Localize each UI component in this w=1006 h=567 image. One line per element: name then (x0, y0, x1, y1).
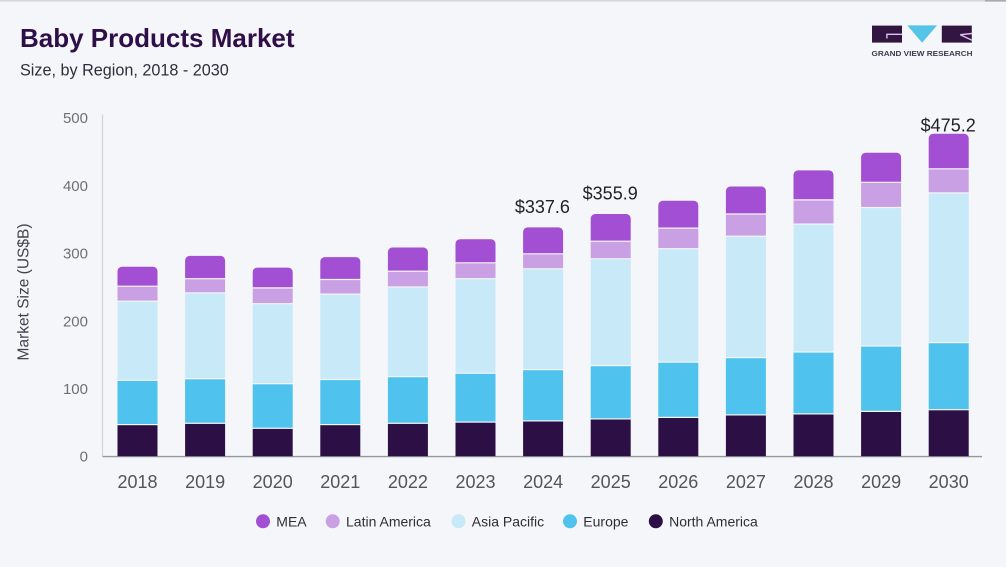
svg-text:0: 0 (80, 449, 88, 466)
svg-text:2020: 2020 (253, 472, 293, 492)
svg-text:2022: 2022 (388, 472, 428, 492)
svg-text:2018: 2018 (117, 472, 157, 492)
svg-text:2021: 2021 (320, 472, 360, 492)
svg-text:2025: 2025 (591, 472, 631, 492)
svg-text:500: 500 (63, 110, 88, 127)
svg-text:Latin America: Latin America (346, 514, 431, 530)
svg-text:GRAND VIEW RESEARCH: GRAND VIEW RESEARCH (872, 49, 973, 58)
svg-text:2029: 2029 (861, 472, 901, 492)
svg-text:$355.9: $355.9 (583, 183, 638, 203)
svg-text:$475.2: $475.2 (921, 116, 976, 136)
svg-text:2028: 2028 (793, 472, 833, 492)
svg-text:2026: 2026 (658, 472, 698, 492)
svg-text:200: 200 (63, 313, 88, 330)
svg-text:MEA: MEA (276, 514, 307, 530)
svg-text:Europe: Europe (583, 514, 628, 530)
svg-text:Size, by Region, 2018 - 2030: Size, by Region, 2018 - 2030 (20, 62, 229, 80)
svg-text:300: 300 (63, 246, 88, 263)
svg-text:2024: 2024 (523, 472, 563, 492)
svg-text:100: 100 (63, 381, 88, 398)
svg-text:North America: North America (669, 514, 758, 530)
svg-text:Baby Products Market: Baby Products Market (20, 23, 295, 53)
svg-text:Asia Pacific: Asia Pacific (472, 514, 544, 530)
svg-text:400: 400 (63, 178, 88, 195)
svg-text:2030: 2030 (929, 472, 969, 492)
svg-text:Market Size (US$B): Market Size (US$B) (16, 224, 33, 361)
svg-text:$337.6: $337.6 (515, 197, 570, 217)
svg-text:2027: 2027 (726, 472, 766, 492)
svg-text:2023: 2023 (455, 472, 495, 492)
svg-text:2019: 2019 (185, 472, 225, 492)
